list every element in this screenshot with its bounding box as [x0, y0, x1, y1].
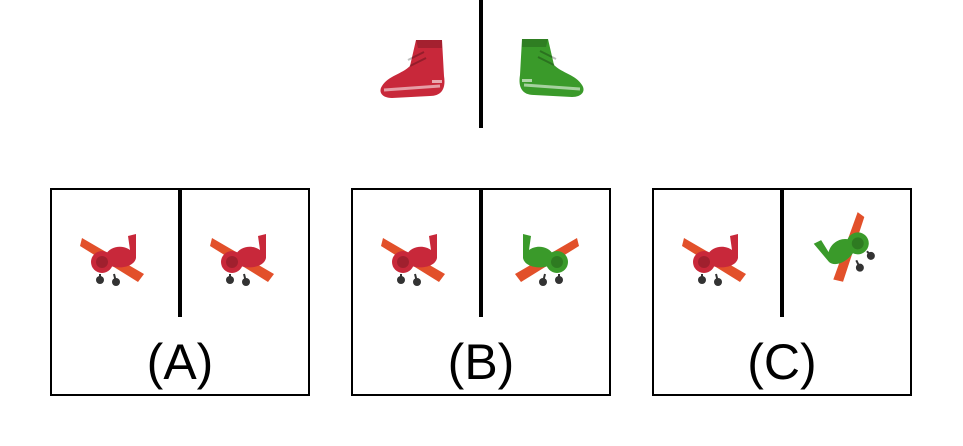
top-divider: [479, 0, 483, 128]
option-b[interactable]: (B): [351, 188, 611, 396]
red-sneaker-icon: [378, 36, 448, 100]
green-airplane-icon: [509, 228, 581, 288]
option-c[interactable]: (C): [652, 188, 912, 396]
option-label: (B): [447, 334, 515, 390]
option-b-divider: [479, 190, 483, 317]
option-label: (C): [747, 334, 817, 390]
red-airplane-icon: [78, 228, 150, 288]
green-airplane-rotated-icon: [799, 202, 893, 294]
option-a[interactable]: (A): [50, 188, 310, 396]
green-sneaker-icon: [516, 34, 586, 100]
red-airplane-icon: [208, 228, 280, 288]
option-a-divider: [178, 190, 182, 317]
red-airplane-icon: [379, 228, 451, 288]
option-c-divider: [780, 190, 784, 317]
option-label: (A): [146, 334, 214, 390]
red-airplane-icon: [680, 228, 752, 288]
